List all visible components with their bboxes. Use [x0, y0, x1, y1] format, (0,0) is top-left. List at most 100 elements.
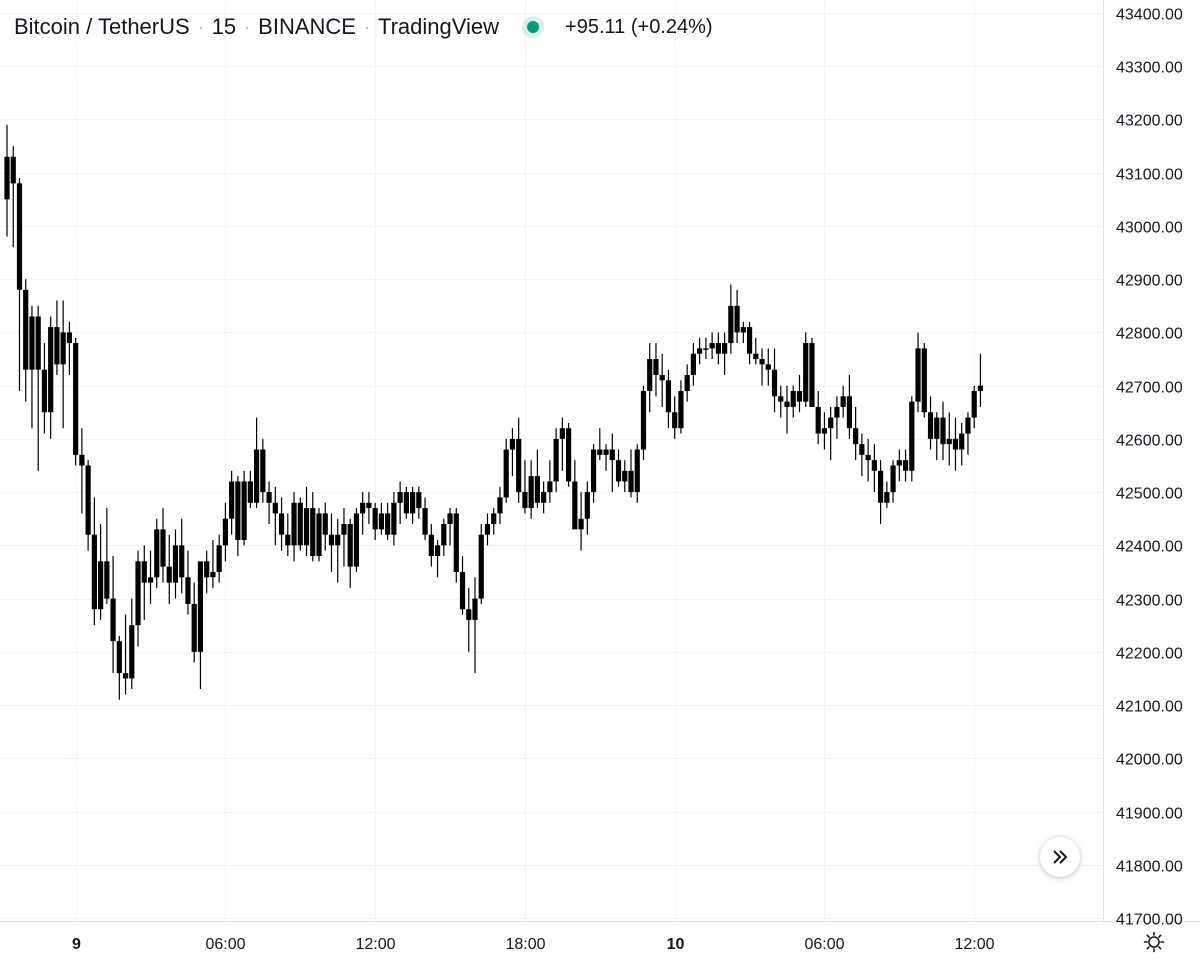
candle-body [590, 449, 597, 493]
candle-body [278, 513, 285, 535]
price-tick-label: 41900.00 [1116, 806, 1183, 823]
time-axis[interactable]: 9 06:00 12:00 18:00 10 06:00 12:00 [72, 936, 995, 953]
candle [116, 635, 122, 700]
candle-body [778, 396, 784, 402]
price-tick-label: 42300.00 [1116, 593, 1183, 610]
candle [634, 444, 640, 503]
price-tick-label: 42600.00 [1116, 433, 1183, 450]
time-tick-label: 06:00 [804, 936, 844, 953]
candle-body [834, 406, 840, 418]
candle [790, 385, 796, 418]
candle-body [703, 348, 709, 350]
candle-body [952, 438, 959, 450]
candle-body [859, 444, 865, 455]
chart-legend: Bitcoin / TetherUS · 15 · BINANCE · Trad… [14, 12, 713, 42]
candle-body [297, 502, 303, 546]
candle [672, 396, 678, 439]
candle-body [516, 438, 522, 493]
candle [828, 406, 834, 461]
candle [697, 337, 703, 365]
candle [10, 146, 16, 248]
interval-label[interactable]: 15 [211, 14, 237, 39]
candle [740, 321, 746, 344]
candle [391, 492, 397, 546]
candle-body [235, 481, 241, 541]
candle [397, 481, 403, 525]
candle [771, 348, 778, 413]
candle [665, 369, 672, 429]
chart-settings-button[interactable] [1140, 928, 1168, 956]
candle-body [965, 417, 971, 434]
candle [459, 556, 466, 615]
candle-body [366, 502, 372, 509]
candle-body [197, 561, 204, 652]
scroll-to-realtime-button[interactable] [1040, 837, 1080, 877]
candle-body [122, 673, 129, 679]
candle-body [771, 369, 778, 397]
double-chevron-right-icon [1053, 850, 1068, 864]
candle [241, 470, 247, 546]
candle [135, 550, 141, 647]
candle-body [715, 343, 721, 354]
candle-body [204, 561, 210, 578]
candle-body [553, 438, 559, 482]
candle-body [397, 492, 403, 503]
price-tick-label: 41700.00 [1116, 912, 1183, 929]
candle-body [597, 449, 603, 455]
candle-body [428, 534, 434, 556]
candle-body [902, 460, 909, 471]
candle [453, 508, 459, 583]
candle [934, 412, 940, 461]
exchange-label: BINANCE [258, 14, 356, 39]
candle [129, 598, 135, 690]
candle-body [678, 390, 684, 429]
symbol-name[interactable]: Bitcoin / TetherUS [14, 14, 190, 39]
candle [609, 433, 615, 493]
candle-body [291, 502, 297, 546]
candle-body [709, 343, 715, 349]
candle-body [628, 470, 634, 493]
candle-body [353, 513, 360, 567]
candle-body [977, 385, 984, 391]
candle-body [247, 481, 253, 503]
candle [191, 582, 197, 663]
candle [647, 343, 653, 413]
candle [859, 433, 865, 477]
candle-body [472, 598, 478, 620]
candle-body [154, 529, 160, 578]
candle-body [229, 481, 235, 519]
market-status-icon [527, 21, 540, 33]
candle [366, 492, 372, 525]
candle [416, 486, 422, 519]
candle [572, 460, 578, 530]
candle [272, 486, 278, 546]
candle [403, 486, 409, 519]
candle-body [403, 492, 409, 514]
candle [260, 438, 266, 503]
candle-body [640, 390, 647, 450]
candle [303, 486, 310, 556]
candle [603, 444, 609, 471]
candle-body [10, 156, 16, 184]
candle-body [79, 454, 85, 466]
candle [110, 556, 116, 674]
price-axis[interactable]: 43400.00 43300.00 43200.00 43100.00 43000.00… [1116, 7, 1183, 929]
time-tick-label: 10 [667, 936, 685, 953]
candle [410, 486, 416, 525]
candle-body [254, 449, 260, 503]
candle [977, 353, 984, 407]
candle [878, 460, 884, 525]
candle-body [266, 492, 272, 503]
candle-body [690, 353, 696, 375]
candle-body [216, 545, 222, 572]
candle-body [422, 508, 428, 535]
candle [965, 412, 971, 455]
legend-separator: · [244, 16, 251, 37]
candle-body [459, 571, 466, 610]
candle-body [91, 534, 97, 610]
candle [441, 518, 447, 556]
candle [147, 550, 154, 604]
candle [310, 492, 316, 562]
candle-body [347, 524, 353, 567]
